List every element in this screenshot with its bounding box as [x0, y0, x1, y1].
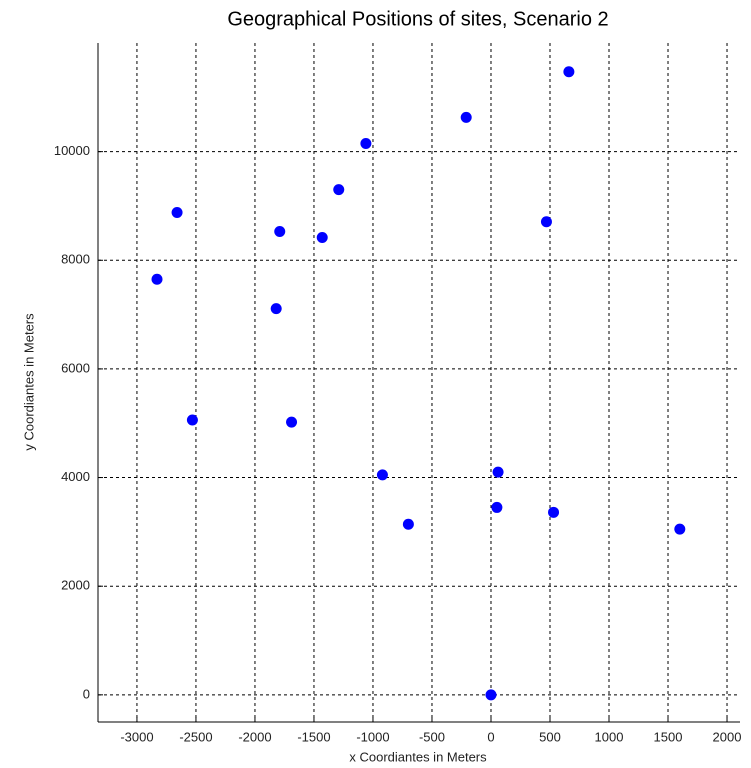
point	[485, 689, 497, 701]
x-tick-label: -1500	[297, 729, 330, 744]
y-tick-label: 2000	[61, 578, 90, 593]
point	[316, 231, 328, 243]
point	[563, 66, 575, 78]
point	[491, 501, 503, 513]
point	[171, 206, 183, 218]
x-tick-label: -1000	[356, 729, 389, 744]
point	[540, 216, 552, 228]
y-tick-label: 10000	[54, 143, 90, 158]
point	[186, 414, 198, 426]
x-tick-label: -2000	[238, 729, 271, 744]
point	[376, 469, 388, 481]
point	[674, 523, 686, 535]
point	[274, 225, 286, 237]
point	[286, 416, 298, 428]
point	[333, 184, 345, 196]
point	[460, 111, 472, 123]
y-tick-label: 6000	[61, 360, 90, 375]
point	[151, 273, 163, 285]
x-tick-label: -2500	[179, 729, 212, 744]
x-tick-label: 1500	[654, 729, 683, 744]
y-axis-label: y Coordiantes in Meters	[21, 313, 36, 451]
x-tick-label: 0	[487, 729, 494, 744]
y-tick-label: 8000	[61, 252, 90, 267]
point	[360, 137, 372, 149]
x-tick-label: 2000	[713, 729, 742, 744]
chart-title: Geographical Positions of sites, Scenari…	[227, 8, 608, 30]
x-tick-label: -500	[419, 729, 445, 744]
x-axis-label: x Coordiantes in Meters	[349, 749, 487, 764]
x-tick-label: 1000	[595, 729, 624, 744]
point	[492, 466, 504, 478]
x-tick-label: -3000	[120, 729, 153, 744]
point	[402, 518, 414, 530]
point	[548, 506, 560, 518]
x-tick-label: 500	[539, 729, 561, 744]
y-tick-label: 0	[83, 686, 90, 701]
y-tick-label: 4000	[61, 469, 90, 484]
point	[270, 303, 282, 315]
